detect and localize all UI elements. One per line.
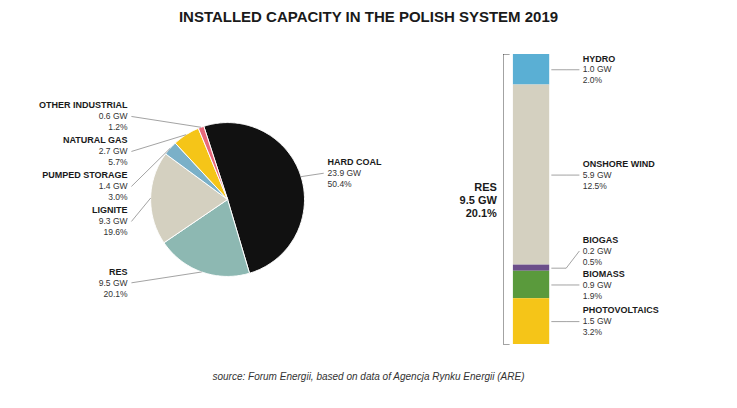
svg-text:RES: RES [109, 267, 128, 277]
svg-text:HYDRO: HYDRO [582, 54, 615, 64]
svg-text:PHOTOVOLTAICS: PHOTOVOLTAICS [582, 305, 658, 315]
svg-text:BIOMASS: BIOMASS [582, 269, 624, 279]
svg-text:NATURAL GAS: NATURAL GAS [62, 135, 127, 145]
svg-text:0.5%: 0.5% [582, 257, 602, 267]
svg-text:LIGNITE: LIGNITE [92, 205, 128, 215]
svg-text:OTHER INDUSTRIAL: OTHER INDUSTRIAL [39, 100, 128, 110]
svg-text:9.3 GW: 9.3 GW [98, 216, 127, 226]
svg-text:50.4%: 50.4% [327, 179, 352, 189]
svg-text:19.6%: 19.6% [103, 227, 128, 237]
svg-text:3.0%: 3.0% [108, 192, 128, 202]
svg-text:9.5 GW: 9.5 GW [98, 278, 127, 288]
svg-text:0.6 GW: 0.6 GW [98, 111, 127, 121]
svg-text:1.5 GW: 1.5 GW [582, 316, 611, 326]
html-text:INSTALLED CAPACITY IN THE POLI: INSTALLED CAPACITY IN THE POLISH SYSTEM … [178, 8, 559, 25]
svg-text:1.9%: 1.9% [582, 291, 602, 301]
svg-text:PUMPED STORAGE: PUMPED STORAGE [42, 170, 127, 180]
svg-text:1.0 GW: 1.0 GW [582, 64, 611, 74]
svg-text:RES9.5 GW20.1%: RES9.5 GW20.1% [459, 181, 497, 219]
svg-text:2.7 GW: 2.7 GW [98, 146, 127, 156]
svg-text:5.9 GW: 5.9 GW [582, 170, 611, 180]
svg-text:3.2%: 3.2% [582, 327, 602, 337]
svg-text:HARD COAL: HARD COAL [327, 157, 381, 167]
svg-text:0.2 GW: 0.2 GW [582, 246, 611, 256]
svg-text:23.9 GW: 23.9 GW [327, 168, 361, 178]
svg-text:1.2%: 1.2% [108, 122, 128, 132]
html-text:source: Forum Energii, based o: source: Forum Energii, based on data of … [212, 371, 525, 382]
svg-text:1.4 GW: 1.4 GW [98, 181, 127, 191]
svg-text:12.5%: 12.5% [582, 181, 607, 191]
svg-text:2.0%: 2.0% [582, 75, 602, 85]
svg-text:5.7%: 5.7% [108, 157, 128, 167]
svg-text:BIOGAS: BIOGAS [582, 235, 618, 245]
svg-text:0.9 GW: 0.9 GW [582, 280, 611, 290]
svg-text:20.1%: 20.1% [103, 289, 128, 299]
svg-text:ONSHORE WIND: ONSHORE WIND [582, 159, 655, 169]
